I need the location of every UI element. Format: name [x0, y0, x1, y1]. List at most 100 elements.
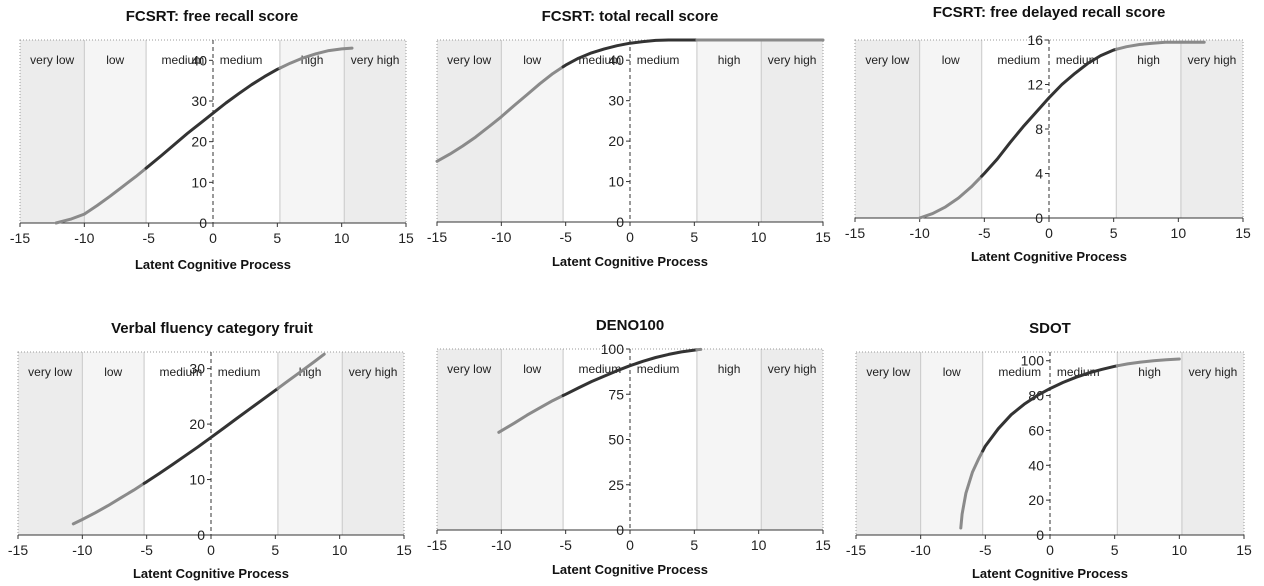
y-tick-label: 10 — [191, 174, 207, 190]
series-line-outer — [918, 174, 984, 220]
x-tick-label: 0 — [1046, 542, 1054, 558]
x-tick-label: 5 — [1111, 542, 1119, 558]
y-tick-label: 16 — [1027, 32, 1043, 48]
x-axis-label: Latent Cognitive Process — [972, 566, 1128, 581]
y-tick-label: 30 — [608, 93, 624, 109]
y-tick-label: 20 — [189, 416, 205, 432]
y-tick-label: 0 — [197, 527, 205, 543]
band-bg — [630, 40, 697, 222]
x-tick-label: -10 — [911, 542, 931, 558]
x-tick-label: 15 — [396, 542, 412, 558]
x-tick-label: 10 — [334, 230, 350, 246]
y-tick-label: 0 — [1036, 527, 1044, 543]
x-tick-label: -5 — [978, 225, 991, 241]
band-bg — [981, 40, 1049, 218]
band-bg — [696, 40, 762, 222]
x-tick-label: 0 — [1045, 225, 1053, 241]
series-line-outer — [54, 166, 148, 225]
band-bg — [855, 40, 920, 218]
band-bg — [696, 349, 762, 530]
band-label: very high — [351, 53, 400, 67]
y-tick-label: 0 — [616, 522, 624, 538]
x-tick-label: -5 — [559, 537, 572, 553]
x-tick-label: -10 — [74, 230, 94, 246]
band-label: medium — [637, 53, 680, 67]
x-tick-label: 15 — [398, 230, 414, 246]
band-bg — [344, 40, 406, 223]
band-bg — [213, 40, 280, 223]
band-bg — [501, 40, 564, 222]
series-line-inner — [144, 66, 282, 170]
chart-2: very low low medium medium high very high 0 10 2… — [427, 8, 831, 269]
series-line-outer — [71, 481, 146, 526]
x-tick-label: -15 — [846, 542, 866, 558]
x-tick-label: -15 — [10, 230, 30, 246]
band-label: low — [104, 365, 122, 379]
x-tick-label: 15 — [1235, 225, 1251, 241]
band-label: very low — [28, 365, 72, 379]
series-line-outer — [497, 394, 565, 434]
series-line-inner — [980, 47, 1118, 178]
band-label: medium — [1057, 365, 1100, 379]
x-axis-label: Latent Cognitive Process — [971, 249, 1127, 264]
chart-4: very low low medium medium high very high0102… — [8, 320, 412, 581]
band-bg — [20, 40, 85, 223]
band-label: medium — [998, 365, 1041, 379]
x-tick-label: -15 — [8, 542, 28, 558]
y-tick-label: 20 — [608, 133, 624, 149]
x-axis-label: Latent Cognitive Process — [133, 566, 289, 581]
band-bg — [1116, 40, 1181, 218]
x-tick-label: -10 — [910, 225, 930, 241]
band-label: high — [718, 53, 741, 67]
series-line-inner — [142, 386, 280, 485]
y-tick-label: 60 — [1028, 422, 1044, 438]
band-label: low — [942, 53, 960, 67]
chart-title: SDOT — [1029, 320, 1071, 337]
series-line-outer — [435, 65, 565, 163]
x-tick-label: 0 — [207, 542, 215, 558]
band-bg — [1050, 352, 1118, 535]
x-tick-label: 5 — [273, 230, 281, 246]
band-bg — [1117, 352, 1182, 535]
y-tick-label: 30 — [189, 361, 205, 377]
band-bg — [630, 349, 697, 530]
band-label: medium — [997, 53, 1040, 67]
band-bg — [856, 352, 921, 535]
band-label: medium — [218, 365, 261, 379]
y-tick-label: 50 — [608, 432, 624, 448]
x-tick-label: 0 — [626, 229, 634, 245]
band-bg — [437, 40, 502, 222]
band-bg — [18, 352, 83, 535]
y-tick-label: 40 — [1028, 457, 1044, 473]
y-tick-label: 30 — [191, 93, 207, 109]
band-label: medium — [579, 53, 622, 67]
x-tick-label: -15 — [427, 229, 447, 245]
band-label: low — [106, 53, 124, 67]
band-label: high — [1137, 53, 1160, 67]
band-label: medium — [637, 362, 680, 376]
x-tick-label: 5 — [271, 542, 279, 558]
y-tick-label: 20 — [1028, 492, 1044, 508]
x-tick-label: 10 — [751, 229, 767, 245]
chart-title: DENO100 — [596, 317, 664, 334]
band-label: very low — [447, 362, 491, 376]
x-tick-label: -5 — [142, 230, 155, 246]
band-bg — [761, 40, 823, 222]
band-bg — [144, 352, 211, 535]
x-tick-label: -5 — [140, 542, 153, 558]
chart-5: very low low medium medium high very high 0 25 5… — [427, 317, 831, 577]
band-bg — [920, 352, 983, 535]
band-bg — [277, 352, 343, 535]
band-bg — [342, 352, 404, 535]
chart-6: very low low medium medium high very high 0 20 4… — [846, 320, 1252, 581]
chart-title: FCSRT: total recall score — [542, 8, 719, 25]
series-line-outer — [959, 449, 985, 530]
band-bg — [982, 352, 1050, 535]
band-bg — [1181, 352, 1244, 535]
x-tick-label: 15 — [815, 537, 831, 553]
band-bg — [437, 349, 502, 530]
band-label: low — [523, 362, 541, 376]
series-line-outer — [276, 352, 326, 390]
x-tick-label: 0 — [626, 537, 634, 553]
